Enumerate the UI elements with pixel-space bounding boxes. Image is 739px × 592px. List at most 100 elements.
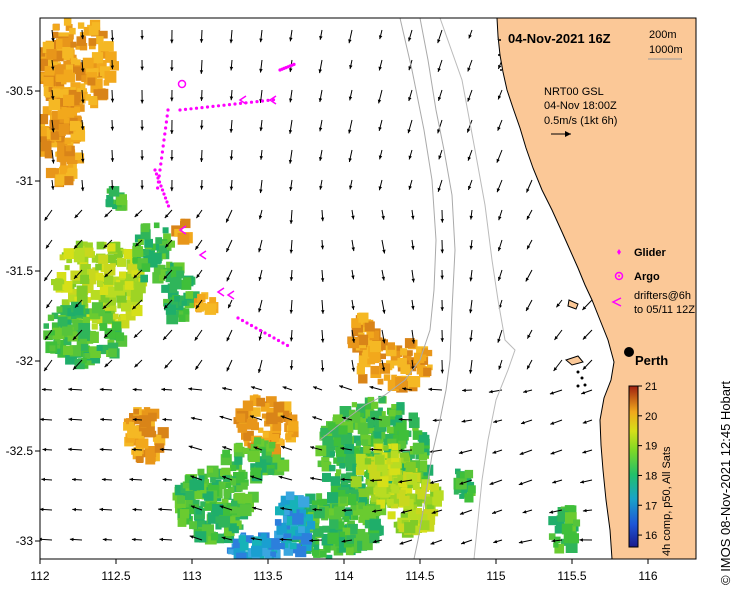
- glider-position-icon: [249, 323, 254, 328]
- y-tick-label: -32: [16, 354, 34, 368]
- glider-position-icon: [276, 338, 281, 343]
- glider-position-icon: [263, 331, 267, 335]
- glider-position-icon: [285, 343, 290, 348]
- x-tick-label: 115.5: [557, 569, 586, 583]
- glider-position-icon: [216, 104, 221, 108]
- glider-position-icon: [233, 102, 237, 106]
- drifter-legend-line1: drifters@6h: [634, 290, 691, 302]
- glider-position-icon: [183, 107, 188, 111]
- current-source: NRT00 GSL: [544, 86, 604, 98]
- glider-position-icon: [222, 103, 226, 107]
- current-time: 04-Nov 18:00Z: [544, 100, 617, 112]
- x-tick-label: 113: [182, 569, 201, 583]
- glider-position-icon: [200, 106, 204, 110]
- glider-position-icon: [272, 336, 276, 340]
- x-tick-label: 115: [486, 569, 505, 583]
- credit-text: © IMOS 08-Nov-2021 12:45 Hobart: [718, 381, 733, 585]
- contour-legend-200m: 200m: [649, 29, 677, 41]
- drifter-marker-icon: [198, 250, 207, 260]
- x-tick-label: 114.5: [405, 569, 434, 583]
- glider-position-icon: [205, 105, 210, 109]
- glider-position-icon: [255, 100, 259, 104]
- glider-position-icon: [254, 326, 258, 330]
- colorbar-tick-label: 16: [645, 530, 657, 542]
- glider-position-icon: [292, 62, 296, 66]
- argo-legend-icon: [614, 271, 624, 281]
- glider-position-icon: [164, 120, 168, 124]
- glider-legend-icon: [617, 249, 621, 255]
- glider-position-icon: [160, 156, 164, 160]
- rottnest-island: [564, 355, 584, 366]
- glider-position-icon: [159, 162, 163, 166]
- glider-position-icon: [165, 200, 169, 204]
- glider-position-icon: [159, 184, 163, 188]
- x-tick-label: 116: [638, 569, 657, 583]
- glider-position-icon: [240, 318, 245, 323]
- abrolhos-dots: [498, 39, 587, 388]
- current-scale: 0.5m/s (1kt 6h): [544, 115, 617, 127]
- argo-float-icon: [177, 79, 187, 89]
- glider-position-icon: [245, 321, 249, 325]
- glider-position-icon: [267, 333, 272, 338]
- drifter-marker-icon: [268, 95, 277, 105]
- colorbar-label: 4h comp, p50, All Sats: [661, 446, 673, 556]
- isobath-1000m: [319, 18, 437, 441]
- drifter-marker-icon: [216, 287, 225, 297]
- glider-position-icon: [164, 126, 168, 130]
- glider-position-icon: [160, 188, 165, 192]
- perth-marker-icon: [624, 347, 634, 357]
- drifter-marker-icon: [238, 95, 247, 105]
- glider-position-icon: [162, 138, 166, 142]
- y-axis-ticks: -30.5 -31 -31.5 -32 -32.5 -33: [6, 84, 40, 548]
- glider-position-icon: [178, 108, 182, 112]
- y-tick-label: -31: [16, 174, 34, 188]
- colorbar-tick-label: 21: [645, 381, 657, 393]
- glider-position-icon: [194, 106, 199, 110]
- map-title: 04-Nov-2021 16Z: [508, 31, 611, 46]
- glider-position-icon: [163, 196, 168, 200]
- drifter-legend-icon: [611, 297, 622, 307]
- y-tick-label: -30.5: [6, 84, 34, 98]
- glider-position-icon: [163, 132, 167, 136]
- x-tick-label: 112: [30, 569, 49, 583]
- x-tick-label: 113.5: [253, 569, 282, 583]
- drifter-legend-line2: to 05/11 12Z: [634, 304, 695, 316]
- glider-position-icon: [161, 144, 165, 148]
- colorbar-tick-label: 20: [645, 411, 657, 423]
- glider-position-icon: [281, 341, 285, 345]
- glider-position-icon: [189, 107, 193, 111]
- y-tick-label: -31.5: [6, 264, 34, 278]
- glider-position-icon: [166, 204, 171, 208]
- x-tick-label: 112.5: [101, 569, 130, 583]
- glider-position-icon: [236, 316, 240, 320]
- glider-position-icon: [154, 172, 159, 176]
- x-axis-ticks: 112 112.5 113 113.5 114 114.5 115 115.5 116: [30, 559, 658, 583]
- glider-position-icon: [238, 101, 243, 105]
- coastal-shelf: [439, 18, 516, 559]
- drifter-tracks: [153, 62, 296, 348]
- glider-position-icon: [211, 104, 215, 108]
- perth-label: Perth: [635, 353, 668, 368]
- arrow-scale-icon: [551, 131, 571, 137]
- glider-position-icon: [166, 108, 170, 112]
- glider-position-icon: [157, 180, 162, 184]
- colorbar: 21 20 19 18 17 16 4h comp, p50, All Sats: [628, 381, 673, 556]
- glider-position-icon: [153, 168, 157, 172]
- argo-legend-label: Argo: [634, 271, 660, 283]
- glider-position-icon: [158, 168, 162, 172]
- glider-position-icon: [160, 150, 164, 154]
- glider-position-icon: [258, 328, 263, 333]
- drifter-marker-icon: [178, 225, 187, 235]
- glider-position-icon: [249, 100, 254, 104]
- plot-frame: [39, 17, 697, 560]
- glider-position-icon: [162, 192, 166, 196]
- garden-island: [567, 299, 579, 310]
- glider-position-icon: [165, 114, 169, 118]
- glider-position-icon: [156, 186, 160, 190]
- land-western-australia: [496, 18, 696, 559]
- colorbar-tick-label: 18: [645, 470, 657, 482]
- glider-position-icon: [227, 103, 232, 107]
- glider-position-icon: [266, 98, 270, 102]
- glider-position-icon: [156, 176, 160, 180]
